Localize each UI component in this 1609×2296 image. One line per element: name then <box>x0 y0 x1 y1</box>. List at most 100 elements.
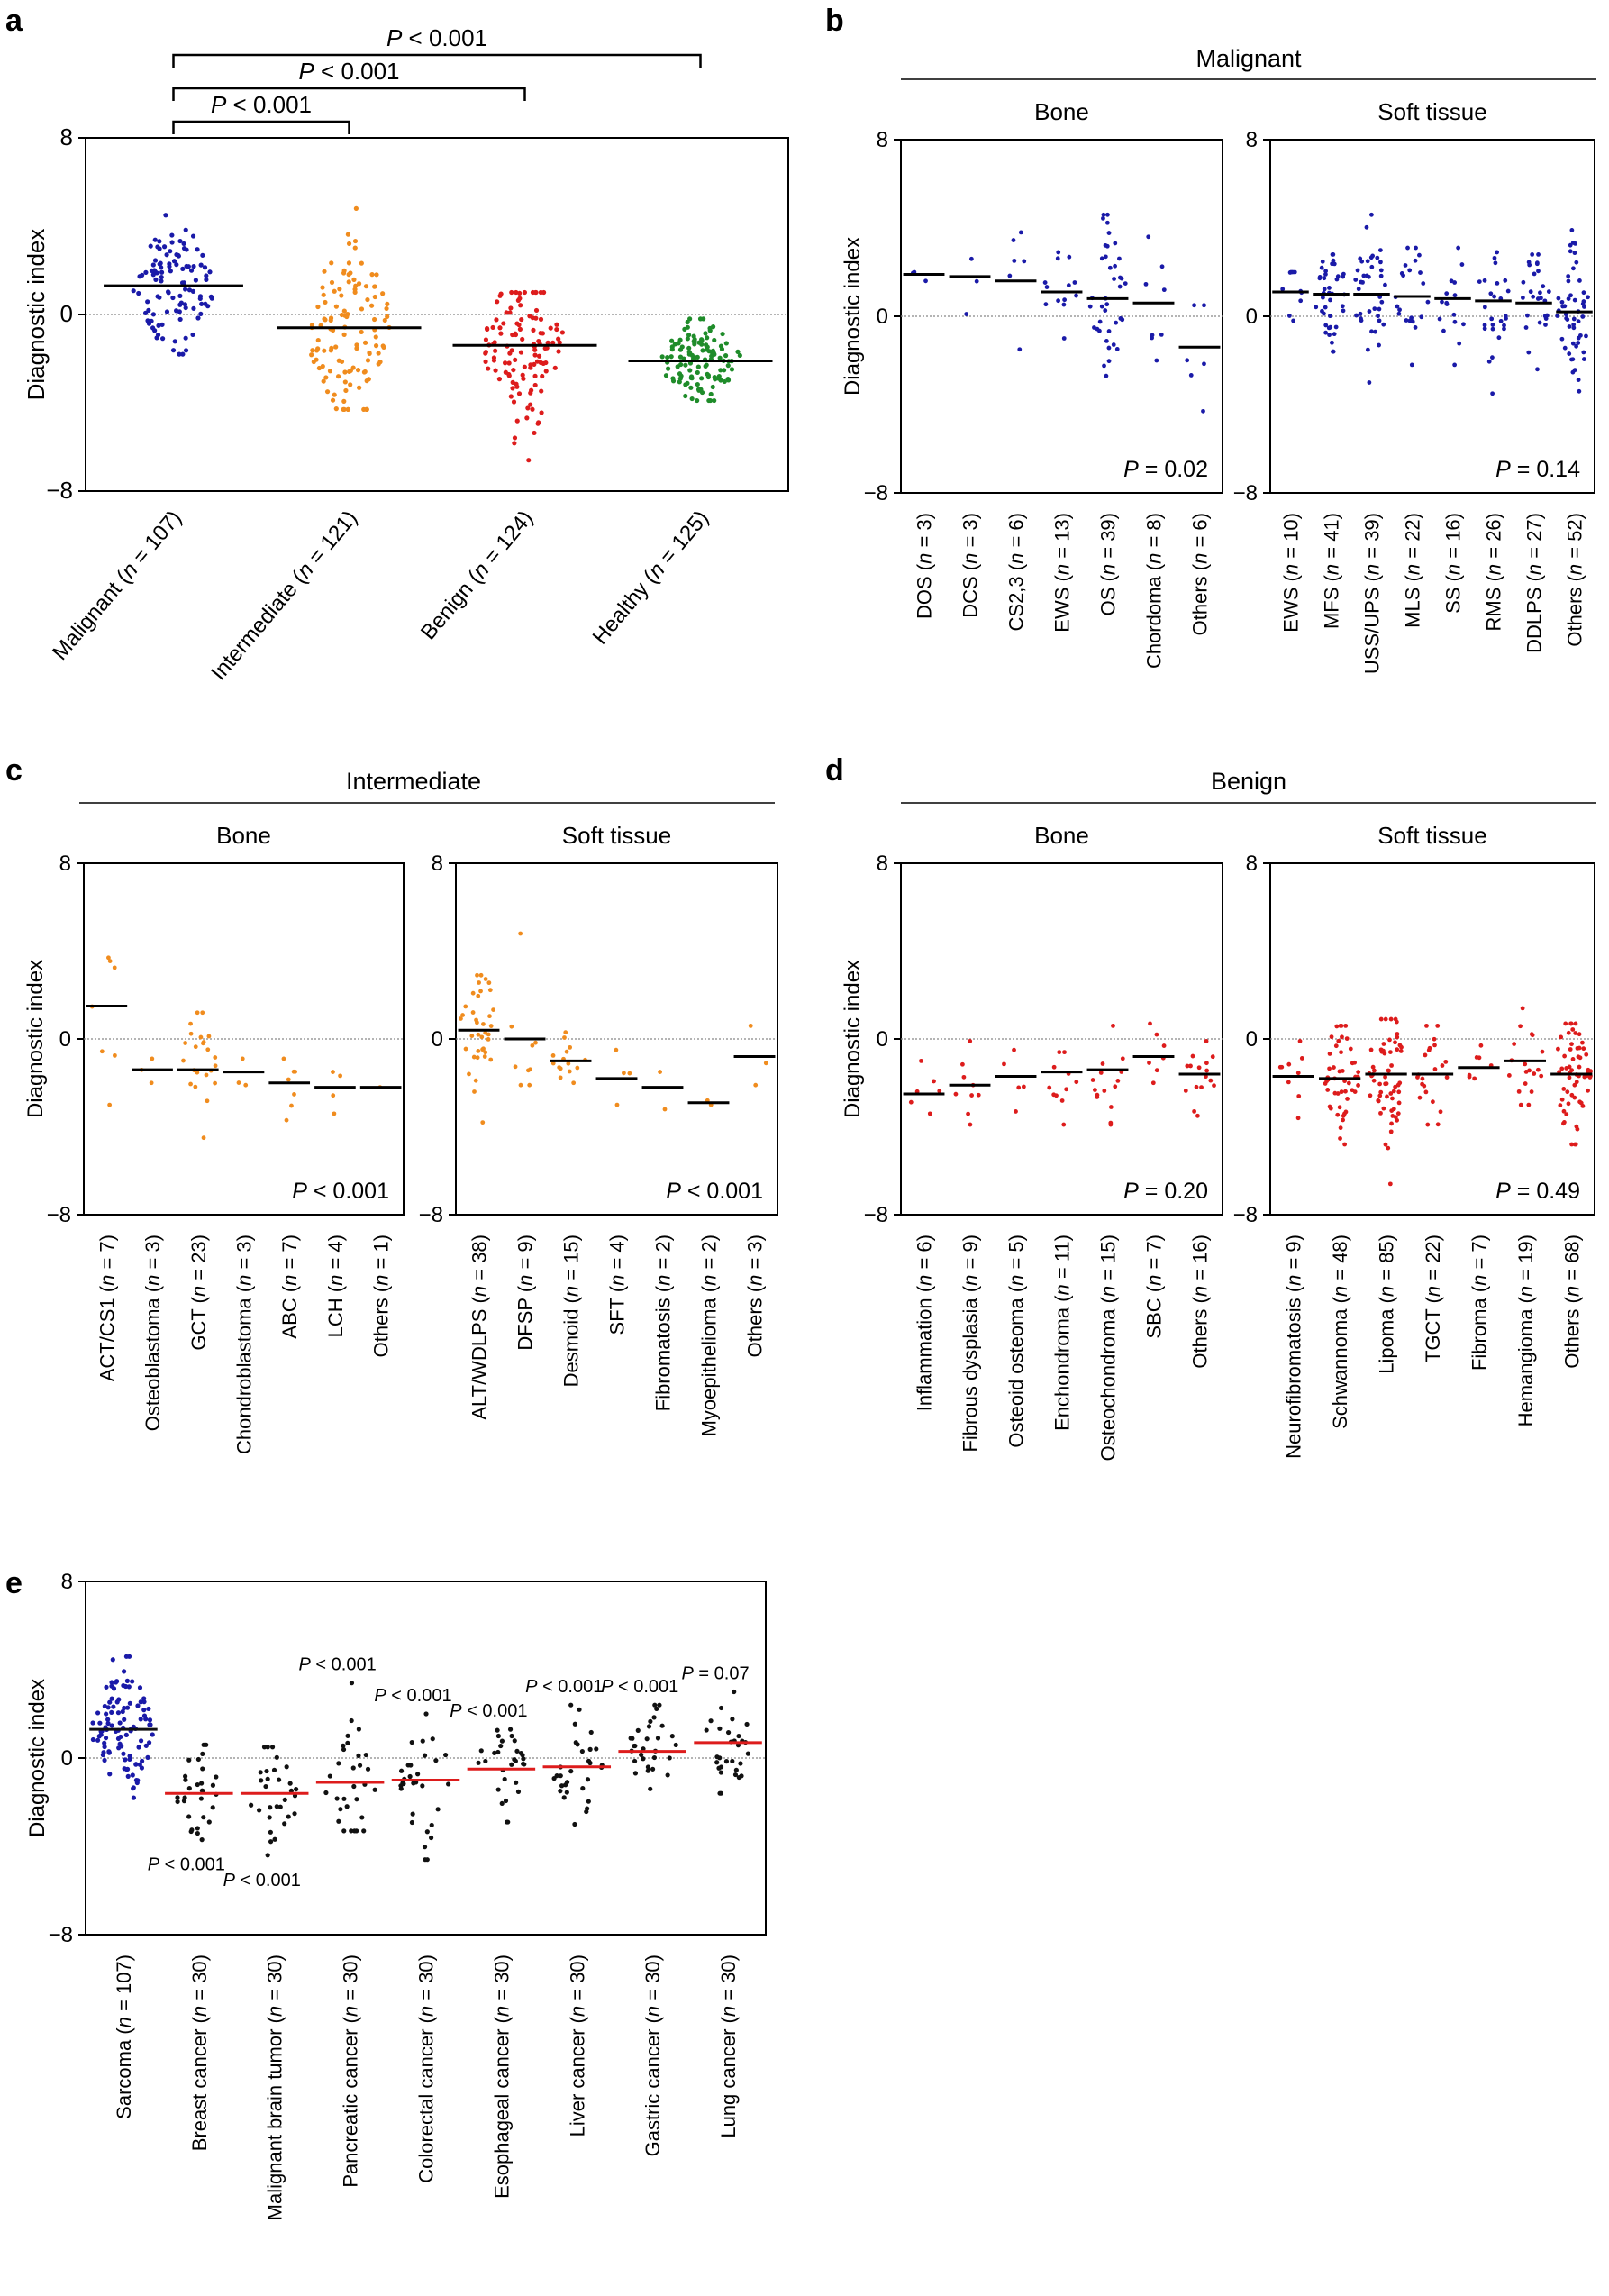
data-point <box>1530 1033 1535 1038</box>
data-point <box>534 359 541 364</box>
data-point <box>1414 245 1418 251</box>
data-point <box>677 371 683 377</box>
chart-a: 8 0 −8 Diagnostic index Malignant (n = 107)I… <box>23 24 789 685</box>
category-label: Hemangioma (n = 19) <box>1514 1235 1537 1426</box>
data-point <box>277 1804 283 1809</box>
data-point <box>577 1707 582 1712</box>
data-point <box>1472 1076 1477 1081</box>
data-point <box>968 1122 973 1127</box>
data-point <box>614 1047 619 1052</box>
data-point <box>1526 350 1532 355</box>
data-point <box>314 357 319 362</box>
data-point <box>167 261 172 267</box>
data-point <box>1101 215 1105 221</box>
data-point <box>341 1796 347 1801</box>
data-point <box>1580 314 1586 319</box>
y-tick-label: 0 <box>61 1746 73 1771</box>
data-point <box>143 1743 149 1748</box>
data-point <box>478 1748 484 1754</box>
data-point <box>1504 316 1508 321</box>
data-point <box>1099 256 1104 261</box>
data-point <box>730 1717 735 1722</box>
data-point <box>1574 343 1579 349</box>
data-point <box>1395 1111 1401 1116</box>
data-point <box>174 262 179 268</box>
data-point <box>1338 1125 1343 1131</box>
data-point <box>686 345 692 351</box>
data-point <box>1103 254 1108 260</box>
data-point <box>208 294 214 299</box>
data-point <box>1566 278 1571 284</box>
data-point <box>1320 259 1325 264</box>
data-point <box>186 287 193 293</box>
data-point <box>342 369 348 375</box>
data-point <box>558 1066 563 1071</box>
data-point <box>540 373 545 379</box>
data-point <box>359 260 364 266</box>
data-point <box>186 1786 192 1791</box>
data-point <box>376 351 381 356</box>
data-point <box>1493 260 1498 266</box>
data-point <box>1558 1103 1563 1108</box>
data-point <box>476 993 481 998</box>
data-point <box>1580 1040 1585 1045</box>
data-point <box>639 1752 644 1758</box>
data-point <box>1577 1032 1582 1037</box>
data-point <box>682 326 687 332</box>
data-point <box>1571 316 1577 322</box>
data-point <box>415 1772 421 1777</box>
data-point <box>1352 1089 1358 1095</box>
data-point <box>1002 1061 1006 1067</box>
data-point <box>469 1034 475 1038</box>
data-point <box>1586 1088 1590 1093</box>
category-label: GCT (n = 23) <box>187 1235 210 1351</box>
data-point <box>1087 304 1093 309</box>
data-point <box>1322 287 1327 292</box>
data-point <box>369 272 375 278</box>
data-point <box>159 269 165 275</box>
data-point <box>352 238 359 244</box>
data-point <box>377 360 383 365</box>
data-point <box>651 1715 657 1720</box>
data-point <box>497 293 503 298</box>
data-point <box>1358 311 1363 316</box>
data-point <box>271 1767 277 1772</box>
data-point <box>332 392 337 397</box>
data-point <box>367 351 372 356</box>
data-point <box>353 283 359 288</box>
data-point <box>1106 345 1112 351</box>
data-point <box>195 1826 200 1831</box>
data-point <box>723 1759 730 1764</box>
data-point <box>718 368 723 373</box>
data-point <box>689 396 695 402</box>
data-point <box>1159 264 1165 269</box>
data-point <box>1535 367 1540 372</box>
data-point <box>341 308 347 314</box>
data-point <box>268 1805 273 1810</box>
data-point <box>1192 1108 1197 1114</box>
data-point <box>484 326 490 332</box>
data-point <box>1104 212 1110 217</box>
data-point <box>195 1781 200 1788</box>
data-point <box>195 1010 200 1016</box>
category-label: SBC (n = 7) <box>1143 1235 1166 1339</box>
data-point <box>738 1761 743 1766</box>
data-point <box>361 406 367 412</box>
data-point <box>1531 294 1536 299</box>
data-point <box>188 1031 194 1036</box>
significance-bracket <box>172 53 702 68</box>
data-point <box>149 1080 154 1086</box>
data-point <box>1143 281 1149 287</box>
data-point <box>205 1098 210 1104</box>
category-label: Healthy (n = 125) <box>588 506 714 650</box>
data-point <box>1386 1068 1391 1073</box>
data-point <box>1012 258 1017 263</box>
data-point <box>708 1718 714 1724</box>
data-point <box>1397 1043 1403 1048</box>
data-point <box>422 1845 428 1850</box>
data-point <box>499 1800 505 1807</box>
data-point <box>1373 329 1377 334</box>
data-point <box>147 1717 153 1723</box>
data-point <box>1502 323 1506 328</box>
data-point <box>961 1074 967 1080</box>
